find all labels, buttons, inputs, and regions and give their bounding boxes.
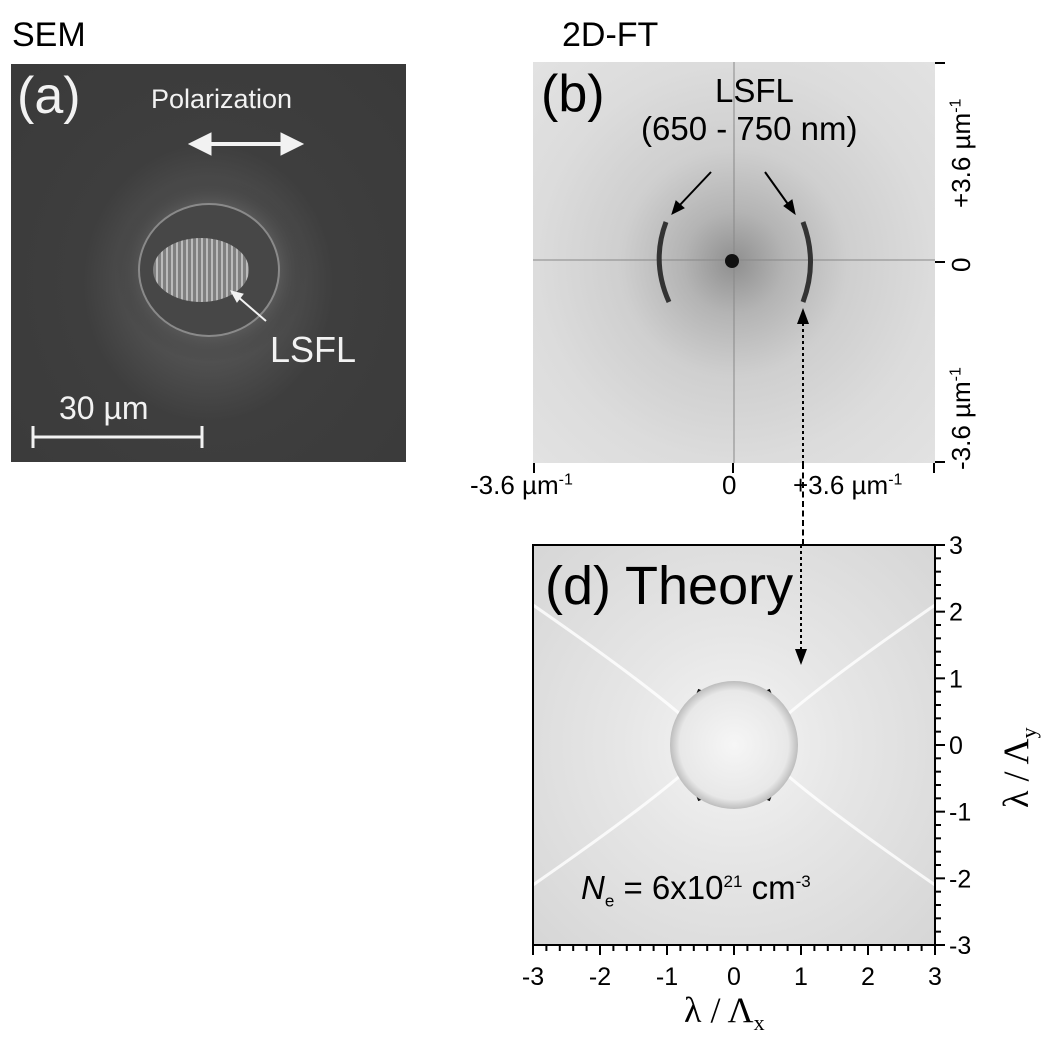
theory-y-tick-label: 2 <box>949 599 963 627</box>
ft-y-axis <box>935 62 945 463</box>
sem-image <box>31 132 306 448</box>
theory-x-tick-label: -3 <box>522 963 544 991</box>
ft-y-tick-top <box>935 62 945 64</box>
scale-bar <box>31 426 204 448</box>
ft-image-panel: (b) LSFL (650 - 750 nm) <box>533 62 935 463</box>
ft-central-peak <box>725 254 739 268</box>
lsfl-ripples <box>153 238 249 302</box>
polarization-arrow <box>187 132 305 156</box>
scale-bar-label: 30 µm <box>59 390 149 426</box>
ft-x-tick-label-right: +3.6 µm-1 <box>793 470 903 500</box>
connector-gap-line <box>802 463 804 545</box>
ft-image <box>533 62 935 463</box>
theory-x-tick-label: 0 <box>727 963 741 991</box>
ft-x-tick-label-center: 0 <box>722 470 737 500</box>
theory-x-tick-label: 2 <box>861 963 875 991</box>
theory-x-tick-label: 3 <box>928 963 942 991</box>
ft-x-tick-center <box>732 463 734 473</box>
theory-x-axis-label: λ / Λx <box>684 990 765 1036</box>
theory-y-tick-label: 1 <box>949 665 963 693</box>
ft-lsfl-left-arc <box>656 221 672 304</box>
ft-header: 2D-FT <box>562 16 659 54</box>
theory-y-tick-label: 0 <box>949 732 963 760</box>
ft-lsfl-label: LSFL <box>715 72 794 109</box>
sem-image-panel: (a) Polarization LSFL 30 µm <box>11 64 406 462</box>
panel-b-label: (b) <box>541 65 605 123</box>
theory-y-tick-label: -1 <box>949 799 971 827</box>
polarization-label: Polarization <box>151 84 293 114</box>
theory-image-panel: (d) Theory Ne = 6x1021 cm-3 <box>533 545 935 945</box>
sem-header: SEM <box>12 16 86 54</box>
theory-x-tick-label: -1 <box>656 963 678 991</box>
ft-connector-arrowhead <box>797 308 809 324</box>
theory-image <box>533 545 935 887</box>
ft-lsfl-right-arc <box>800 221 813 303</box>
theory-connector-arrowhead <box>795 649 807 665</box>
ft-x-axis <box>533 463 935 473</box>
lsfl-pointer-arrow <box>230 290 267 322</box>
ft-x-tick-right <box>933 463 935 473</box>
lsfl-label: LSFL <box>270 329 357 370</box>
theory-y-axis-label: λ / Λy <box>996 727 1042 808</box>
ft-lsfl-range-label: (650 - 750 nm) <box>641 110 858 147</box>
panel-a-label: (a) <box>17 67 81 125</box>
ft-y-tick-label-top: +3.6 µm-1 <box>946 98 976 208</box>
ft-y-tick-label-center: 0 <box>946 257 976 272</box>
ft-y-tick-center <box>935 261 945 263</box>
theory-frame <box>532 544 936 946</box>
theory-y-tick-label: -2 <box>949 865 971 893</box>
ft-lsfl-arrows <box>671 171 796 216</box>
theory-x-tick-label: -2 <box>589 963 611 991</box>
theory-y-tick-label: -3 <box>949 932 971 960</box>
ft-y-tick-bottom <box>935 461 945 463</box>
theory-x-tick-label: 1 <box>794 963 808 991</box>
ft-x-tick-left <box>533 463 535 473</box>
ft-y-tick-label-bottom: -3.6 µm-1 <box>946 367 976 470</box>
ft-x-tick-label-left: -3.6 µm-1 <box>470 470 573 500</box>
theory-y-tick-label: 3 <box>949 532 963 560</box>
ne-annotation: Ne = 6x1021 cm-3 <box>581 869 811 911</box>
panel-d-label: (d) Theory <box>545 556 794 616</box>
theory-field-lines <box>533 603 935 887</box>
theory-light-disc <box>670 681 798 809</box>
